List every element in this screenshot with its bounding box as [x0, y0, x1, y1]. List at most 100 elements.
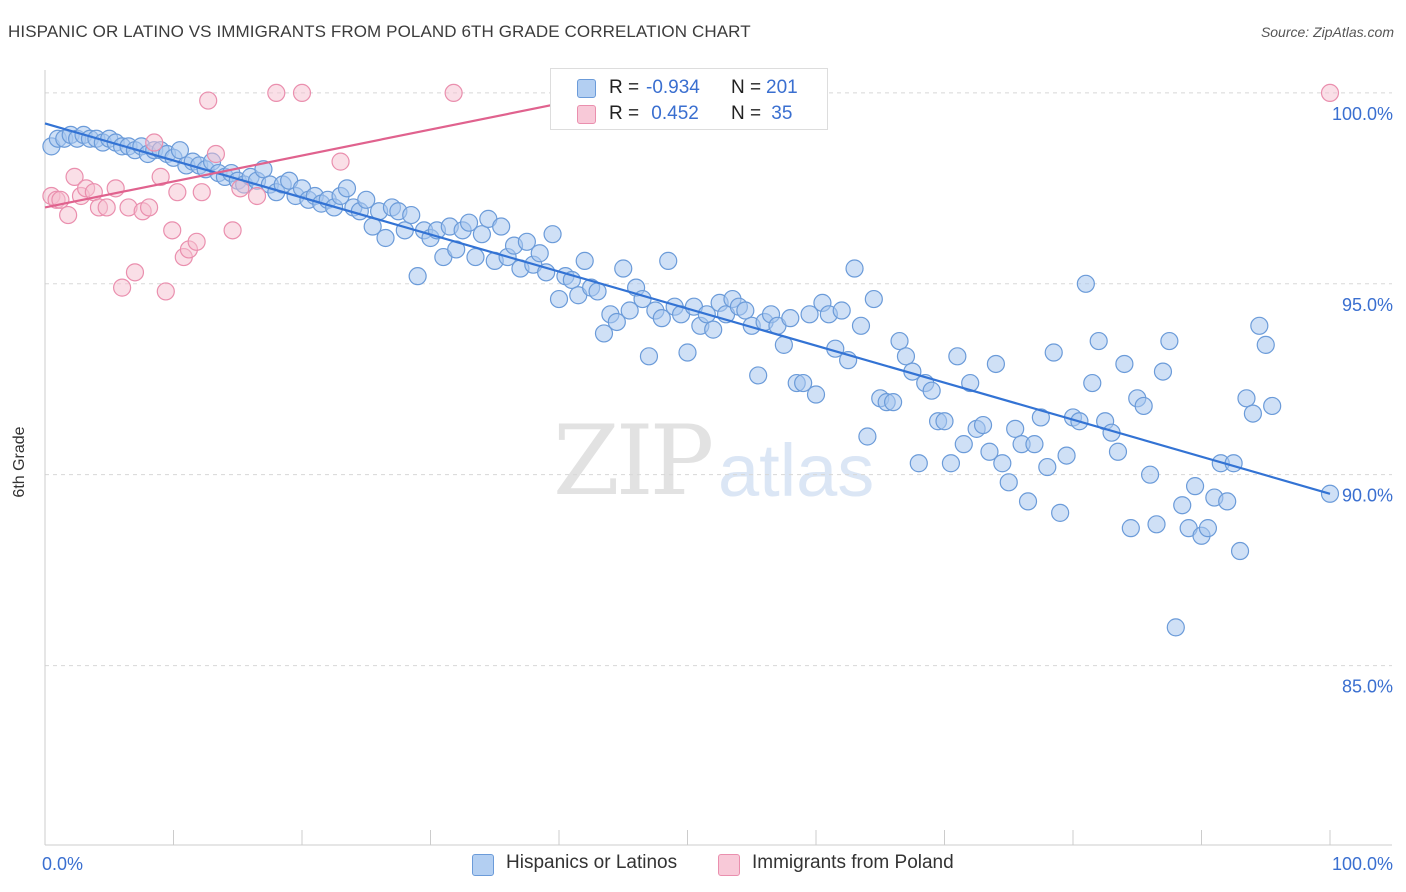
data-point-hispanics — [858, 427, 877, 446]
x-tick-label: 100.0% — [1332, 854, 1393, 874]
data-point-hispanics — [678, 343, 697, 362]
data-point-hispanics — [993, 454, 1012, 473]
data-point-poland — [1320, 83, 1340, 103]
data-point-hispanics — [1083, 373, 1102, 393]
data-point-hispanics — [704, 320, 723, 339]
data-point-hispanics — [1166, 618, 1185, 637]
trend-line-poland — [44, 91, 613, 209]
data-point-hispanics — [1160, 331, 1179, 351]
data-point-hispanics — [170, 141, 190, 160]
data-point-hispanics — [1108, 442, 1128, 461]
legend-swatch-blue — [577, 79, 596, 98]
data-point-hispanics — [459, 213, 479, 232]
data-point-hispanics — [1006, 419, 1025, 438]
data-point-hispanics — [639, 347, 659, 366]
data-point-hispanics — [472, 225, 491, 244]
bottom-legend-poland: Immigrants from Poland — [718, 852, 988, 876]
data-point-hispanics — [961, 373, 980, 393]
bottom-legend-label: Hispanics or Latinos — [506, 852, 678, 873]
data-point-hispanics — [575, 251, 594, 270]
data-point-hispanics — [781, 309, 800, 328]
legend-n-value: 35 — [766, 103, 793, 124]
data-point-hispanics — [1115, 354, 1134, 374]
data-point-hispanics — [1218, 492, 1237, 511]
data-point-hispanics — [883, 393, 903, 412]
data-point-poland — [199, 91, 218, 110]
data-point-hispanics — [1230, 541, 1250, 561]
data-point-hispanics — [954, 435, 973, 454]
data-point-hispanics — [614, 259, 633, 278]
data-point-hispanics — [806, 385, 826, 404]
source-note: Source: ZipAtlas.com — [1260, 24, 1394, 40]
data-point-hispanics — [1237, 389, 1256, 408]
data-point-hispanics — [1051, 503, 1070, 522]
data-point-poland — [145, 133, 164, 152]
data-point-hispanics — [1153, 362, 1173, 381]
data-point-hispanics — [1256, 335, 1275, 354]
data-point-poland — [65, 167, 84, 186]
data-point-hispanics — [935, 412, 954, 431]
data-point-poland — [151, 167, 170, 186]
data-point-hispanics — [1089, 331, 1108, 351]
bottom-legend-label: Immigrants from Poland — [752, 852, 954, 873]
data-point-hispanics — [1018, 492, 1038, 511]
legend-n-label: N = — [731, 77, 762, 98]
data-point-hispanics — [909, 454, 928, 473]
watermark-zip: ZIP — [553, 405, 714, 517]
data-point-hispanics — [896, 347, 916, 366]
data-point-hispanics — [1250, 316, 1269, 335]
data-point-hispanics — [890, 331, 909, 351]
data-point-hispanics — [1025, 435, 1044, 454]
data-point-poland — [187, 232, 206, 251]
data-point-poland — [163, 221, 182, 240]
data-point-hispanics — [999, 473, 1018, 492]
data-point-hispanics — [851, 316, 871, 335]
data-point-poland — [247, 186, 267, 206]
data-point-hispanics — [1147, 515, 1166, 534]
data-point-hispanics — [1121, 519, 1140, 538]
trend-lines — [44, 91, 1331, 495]
data-point-hispanics — [337, 179, 357, 198]
data-point-poland — [444, 83, 463, 103]
data-point-hispanics — [941, 454, 961, 473]
data-point-hispanics — [620, 301, 639, 320]
data-point-poland — [168, 183, 187, 202]
stats-legend: R = -0.934 N = 201 R = 0.452 N = 35 — [550, 68, 828, 130]
trend-line-hispanics — [44, 122, 1331, 495]
data-point-hispanics — [1185, 477, 1205, 496]
data-point-hispanics — [1057, 446, 1076, 465]
data-point-hispanics — [922, 381, 941, 400]
data-point-poland — [206, 144, 226, 164]
data-point-hispanics — [845, 259, 864, 278]
data-point-hispanics — [517, 232, 536, 251]
data-point-hispanics — [800, 305, 819, 324]
data-point-hispanics — [864, 289, 883, 309]
data-point-hispanics — [1044, 343, 1063, 362]
data-point-hispanics — [749, 366, 768, 385]
data-point-hispanics — [549, 289, 569, 309]
data-point-hispanics — [357, 190, 376, 209]
legend-n-value: 201 — [766, 77, 798, 98]
chart-title: HISPANIC OR LATINO VS IMMIGRANTS FROM PO… — [8, 22, 751, 41]
series-poland-points — [42, 83, 1340, 301]
data-point-poland — [223, 221, 242, 240]
data-point-hispanics — [1173, 496, 1192, 515]
legend-swatch-pink — [577, 105, 596, 124]
bottom-legend-hispanics: Hispanics or Latinos — [472, 852, 712, 876]
data-point-hispanics — [832, 301, 851, 320]
data-point-hispanics — [1031, 408, 1050, 427]
series-hispanics-points — [42, 125, 1340, 637]
data-point-poland — [156, 282, 175, 301]
y-tick-label: 90.0% — [1342, 486, 1393, 506]
data-point-hispanics — [794, 373, 813, 393]
data-point-hispanics — [1263, 396, 1282, 416]
data-point-hispanics — [973, 415, 993, 435]
data-point-poland — [97, 198, 116, 217]
tick-labels: 100.0% 95.0% 90.0% 85.0% 0.0% 100.0% — [42, 104, 1393, 874]
data-point-hispanics — [594, 324, 614, 343]
data-point-hispanics — [1243, 404, 1263, 423]
legend-r-label: R = — [609, 77, 640, 98]
y-axis-label: 6th Grade — [11, 426, 28, 498]
data-point-hispanics — [543, 225, 562, 244]
